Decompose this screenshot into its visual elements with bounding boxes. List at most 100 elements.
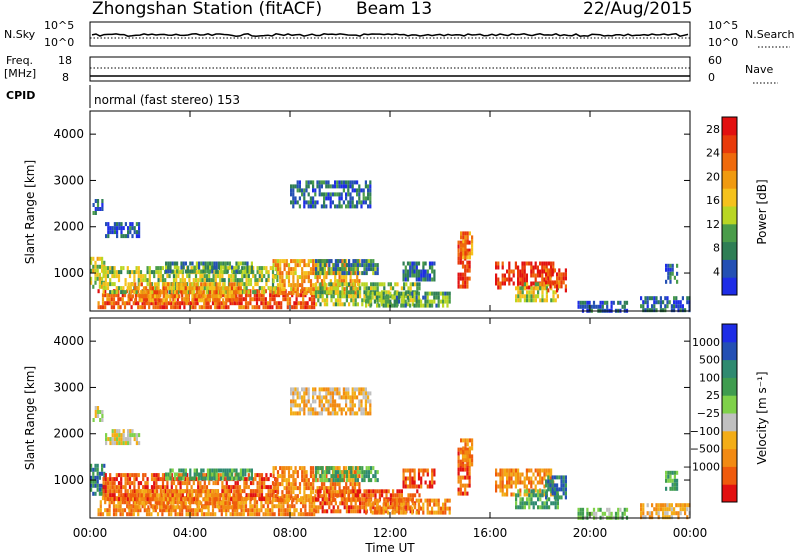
velocity-cell bbox=[521, 480, 524, 485]
power-cell bbox=[342, 188, 345, 193]
power-cell bbox=[398, 299, 401, 304]
velocity-cell bbox=[666, 507, 669, 512]
nsky-label: N.Sky bbox=[4, 28, 36, 41]
power-cell bbox=[276, 274, 279, 279]
velocity-cell bbox=[131, 489, 135, 494]
power-cell bbox=[313, 293, 316, 298]
velocity-cell bbox=[298, 482, 302, 487]
velocity-cell bbox=[512, 480, 515, 485]
power-cell bbox=[462, 239, 465, 244]
velocity-cell bbox=[290, 486, 293, 491]
power-cell bbox=[164, 286, 168, 291]
power-cell bbox=[321, 294, 324, 299]
power-cell bbox=[290, 267, 293, 272]
power-cell bbox=[541, 269, 544, 274]
power-cell bbox=[363, 263, 366, 268]
power-cell bbox=[180, 282, 183, 287]
power-cell bbox=[96, 199, 100, 203]
velocity-cell bbox=[323, 395, 326, 400]
power-cell bbox=[462, 243, 465, 248]
power-cell bbox=[266, 305, 270, 310]
power-cell bbox=[536, 269, 539, 274]
power-cell bbox=[648, 308, 651, 313]
power-cell bbox=[184, 286, 187, 291]
power-cell bbox=[431, 265, 434, 270]
velocity-cell bbox=[94, 479, 97, 484]
velocity-cell bbox=[202, 476, 205, 481]
power-cell bbox=[411, 273, 414, 278]
power-cell bbox=[146, 282, 149, 287]
velocity-cell bbox=[186, 493, 190, 498]
velocity-cell bbox=[329, 411, 332, 416]
velocity-cell bbox=[325, 486, 328, 491]
velocity-cell bbox=[294, 391, 297, 396]
velocity-cell bbox=[499, 468, 502, 473]
velocity-cell bbox=[318, 399, 321, 404]
velocity-cell bbox=[457, 475, 460, 480]
velocity-cell bbox=[506, 472, 509, 477]
velocity-cell bbox=[413, 480, 416, 485]
velocity-cell bbox=[327, 486, 330, 491]
power-cell bbox=[120, 230, 123, 235]
velocity-cell bbox=[285, 486, 288, 491]
velocity-cell bbox=[365, 506, 368, 511]
power-cell bbox=[407, 290, 410, 295]
velocity-cell bbox=[495, 488, 498, 493]
power-cell bbox=[243, 286, 246, 291]
velocity-cell bbox=[376, 506, 379, 511]
velocity-cell bbox=[334, 391, 337, 396]
power-cell bbox=[143, 301, 146, 306]
power-cell bbox=[113, 226, 116, 231]
velocity-cell bbox=[129, 489, 132, 494]
velocity-cell bbox=[104, 497, 107, 502]
power-cell bbox=[564, 272, 567, 277]
power-cell bbox=[339, 259, 342, 264]
velocity-cell bbox=[312, 498, 315, 503]
power-cell bbox=[332, 263, 335, 268]
velocity-cell bbox=[161, 512, 164, 517]
velocity-cell bbox=[370, 466, 373, 471]
velocity-cell bbox=[321, 497, 324, 502]
power-colorbar-label: Power [dB] bbox=[755, 179, 769, 244]
power-cell bbox=[170, 305, 173, 310]
power-cell bbox=[547, 268, 550, 273]
velocity-cell bbox=[353, 498, 357, 503]
velocity-cell bbox=[506, 480, 509, 485]
velocity-cell bbox=[138, 505, 141, 510]
power-cell bbox=[206, 261, 209, 266]
power-cell bbox=[280, 301, 283, 306]
velocity-cell bbox=[389, 505, 392, 510]
velocity-cell bbox=[285, 490, 288, 495]
velocity-cell bbox=[433, 502, 436, 507]
velocity-cell bbox=[369, 391, 372, 396]
power-cell bbox=[238, 278, 242, 283]
power-cell bbox=[245, 278, 248, 283]
power-cell bbox=[534, 298, 537, 303]
power-cell bbox=[191, 298, 194, 303]
power-cell bbox=[140, 294, 143, 299]
power-cell bbox=[184, 290, 187, 295]
velocity-cell bbox=[284, 512, 287, 517]
velocity-cell bbox=[464, 450, 467, 455]
velocity-cell bbox=[532, 472, 535, 477]
power-cell bbox=[283, 283, 286, 288]
velocity-cell bbox=[249, 481, 253, 486]
power-cell bbox=[422, 265, 425, 270]
power-cell bbox=[216, 301, 219, 306]
velocity-cell bbox=[208, 481, 211, 486]
velocity-cell bbox=[464, 475, 467, 480]
velocity-cell bbox=[361, 493, 364, 498]
velocity-cell bbox=[426, 472, 429, 477]
power-cell bbox=[372, 271, 375, 276]
velocity-cell bbox=[273, 504, 276, 509]
power-cell bbox=[213, 298, 216, 303]
power-cell bbox=[530, 298, 533, 303]
velocity-cell bbox=[258, 508, 261, 513]
power-cell bbox=[428, 277, 432, 282]
velocity-cell bbox=[211, 504, 215, 509]
power-cell bbox=[655, 300, 658, 305]
velocity-cell bbox=[319, 501, 322, 506]
power-cell bbox=[446, 291, 449, 296]
velocity-cell bbox=[148, 508, 151, 513]
velocity-cell bbox=[166, 481, 169, 486]
